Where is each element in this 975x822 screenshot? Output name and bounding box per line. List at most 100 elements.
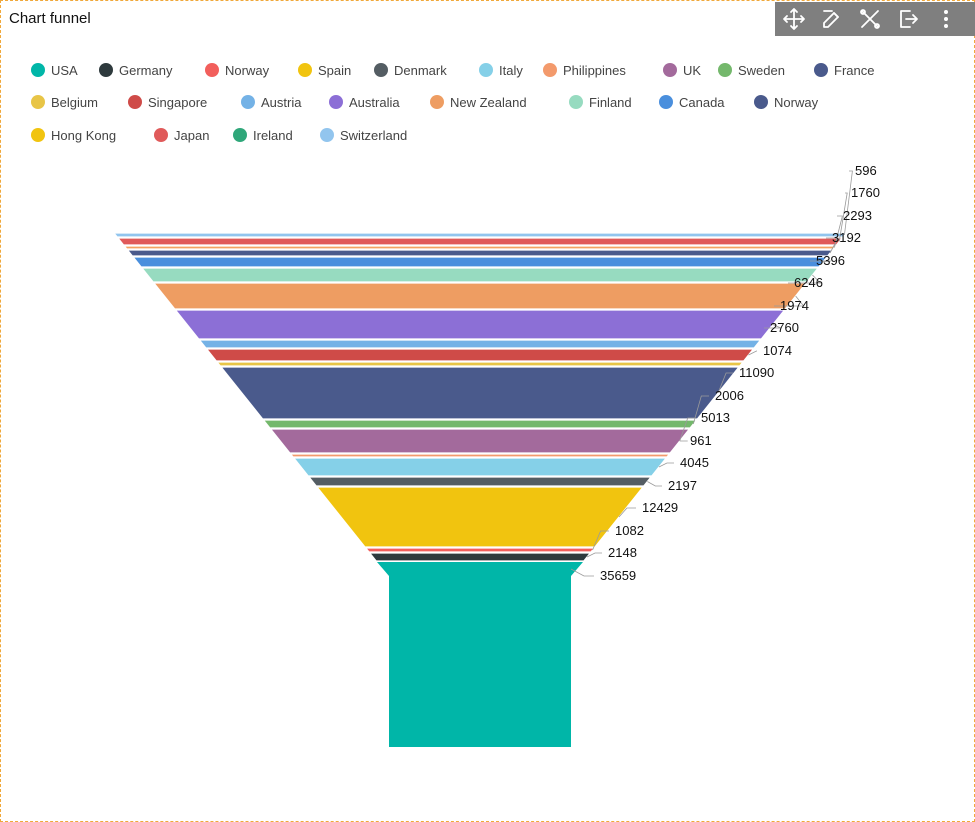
label-leader-line	[826, 237, 839, 254]
funnel-segment[interactable]	[131, 256, 829, 268]
legend-item[interactable]: Belgium	[31, 94, 98, 110]
funnel-segment[interactable]	[152, 282, 808, 310]
label-leader-line	[592, 530, 609, 551]
chart-legend: USA Germany Norway Spain Denmark Italy Philipp…	[1, 1, 975, 161]
legend-marker	[569, 95, 583, 109]
funnel-segment[interactable]	[292, 457, 668, 477]
export-icon[interactable]	[889, 2, 927, 36]
funnel-segment[interactable]	[116, 237, 844, 246]
legend-item[interactable]: Hong Kong	[31, 127, 116, 143]
legend-marker	[241, 95, 255, 109]
legend-item[interactable]: Spain	[298, 62, 351, 78]
legend-item[interactable]: Canada	[659, 94, 725, 110]
legend-item[interactable]: Philippines	[543, 62, 626, 78]
funnel-segment[interactable]	[219, 366, 741, 420]
data-label: 12429	[642, 500, 678, 515]
legend-label: New Zealand	[450, 94, 527, 110]
legend-label: Denmark	[394, 62, 447, 78]
legend-label: Austria	[261, 94, 302, 110]
legend-marker	[374, 63, 388, 77]
legend-item[interactable]: France	[814, 62, 874, 78]
legend-label: France	[834, 62, 875, 78]
funnel-segment[interactable]	[289, 453, 671, 458]
funnel-segment[interactable]	[112, 232, 848, 238]
label-leader-line	[788, 274, 822, 284]
legend-label: Belgium	[51, 94, 98, 110]
data-label: 1074	[763, 343, 792, 358]
funnel-segment[interactable]	[364, 547, 596, 553]
widget-toolbar	[775, 2, 975, 36]
legend-label: UK	[683, 62, 702, 78]
funnel-segment[interactable]	[262, 419, 698, 429]
label-leader-line	[844, 170, 853, 236]
funnel-segment[interactable]	[315, 486, 645, 548]
legend-item[interactable]: Finland	[569, 94, 632, 110]
label-leader-line	[748, 350, 757, 356]
legend-label: Philippines	[563, 62, 626, 78]
data-label: 5396	[816, 253, 845, 268]
funnel-segment[interactable]	[123, 245, 837, 250]
data-label: 35659	[600, 568, 636, 583]
legend-marker	[154, 128, 168, 142]
legend-item[interactable]: Singapore	[128, 94, 207, 110]
funnel-segment[interactable]	[205, 348, 755, 362]
legend-item[interactable]: Austria	[241, 94, 301, 110]
data-label: 11090	[739, 365, 774, 380]
legend-item[interactable]: Germany	[99, 62, 172, 78]
legend-label: Switzerland	[340, 127, 408, 143]
tools-icon[interactable]	[851, 2, 889, 36]
funnel-segment[interactable]	[140, 267, 820, 283]
legend-marker	[754, 95, 768, 109]
funnel-segment[interactable]	[198, 339, 762, 349]
funnel-chart: 596 1760 2293 3192 5396 6246 1974 2760 1074 11090…	[112, 163, 880, 747]
legend-item[interactable]: Norway	[754, 94, 818, 110]
legend-item[interactable]: Denmark	[374, 62, 447, 78]
label-leader-line	[810, 260, 831, 263]
legend-item[interactable]: Switzerland	[320, 127, 407, 143]
label-leader-line	[834, 215, 843, 248]
legend-item[interactable]: Sweden	[718, 62, 785, 78]
legend-marker	[659, 95, 673, 109]
legend-item[interactable]: Ireland	[233, 127, 293, 143]
data-label: 2148	[608, 545, 637, 560]
data-label: 3192	[832, 230, 861, 245]
data-label: 2760	[770, 320, 799, 335]
legend-item[interactable]: New Zealand	[430, 94, 527, 110]
legend-item[interactable]: USA	[31, 62, 78, 78]
funnel-segment[interactable]	[126, 249, 834, 257]
legend-label: USA	[51, 62, 78, 78]
legend-marker	[31, 95, 45, 109]
legend-marker	[479, 63, 493, 77]
funnel-segment[interactable]	[215, 361, 745, 367]
legend-label: Germany	[119, 62, 173, 78]
data-label: 4045	[680, 455, 709, 470]
legend-item[interactable]: Norway	[205, 62, 269, 78]
legend-label: Japan	[174, 127, 210, 143]
label-leader-line	[692, 395, 709, 425]
funnel-segment-usa[interactable]	[377, 562, 583, 747]
more-vertical-icon[interactable]	[927, 2, 965, 36]
data-label: 2006	[715, 388, 744, 403]
funnel-segment[interactable]	[174, 309, 786, 340]
legend-marker	[718, 63, 732, 77]
data-label: 961	[690, 433, 712, 448]
legend-item[interactable]: Australia	[329, 94, 400, 110]
legend-item[interactable]: Italy	[479, 62, 523, 78]
funnel-segment[interactable]	[269, 428, 691, 454]
data-label: 1974	[780, 298, 809, 313]
legend-label: Spain	[318, 62, 352, 78]
data-label: 1082	[615, 523, 644, 538]
legend-marker	[233, 128, 247, 142]
legend-marker	[320, 128, 334, 142]
funnel-segment[interactable]	[368, 552, 592, 562]
legend-item[interactable]: Japan	[154, 127, 209, 143]
legend-marker	[543, 63, 557, 77]
legend-item[interactable]: UK	[663, 62, 701, 78]
move-icon[interactable]	[775, 2, 813, 36]
legend-label: Singapore	[148, 94, 208, 110]
data-label: 1760	[851, 185, 880, 200]
edit-icon[interactable]	[813, 2, 851, 36]
label-leader-line	[658, 462, 674, 468]
funnel-segment[interactable]	[307, 476, 653, 487]
